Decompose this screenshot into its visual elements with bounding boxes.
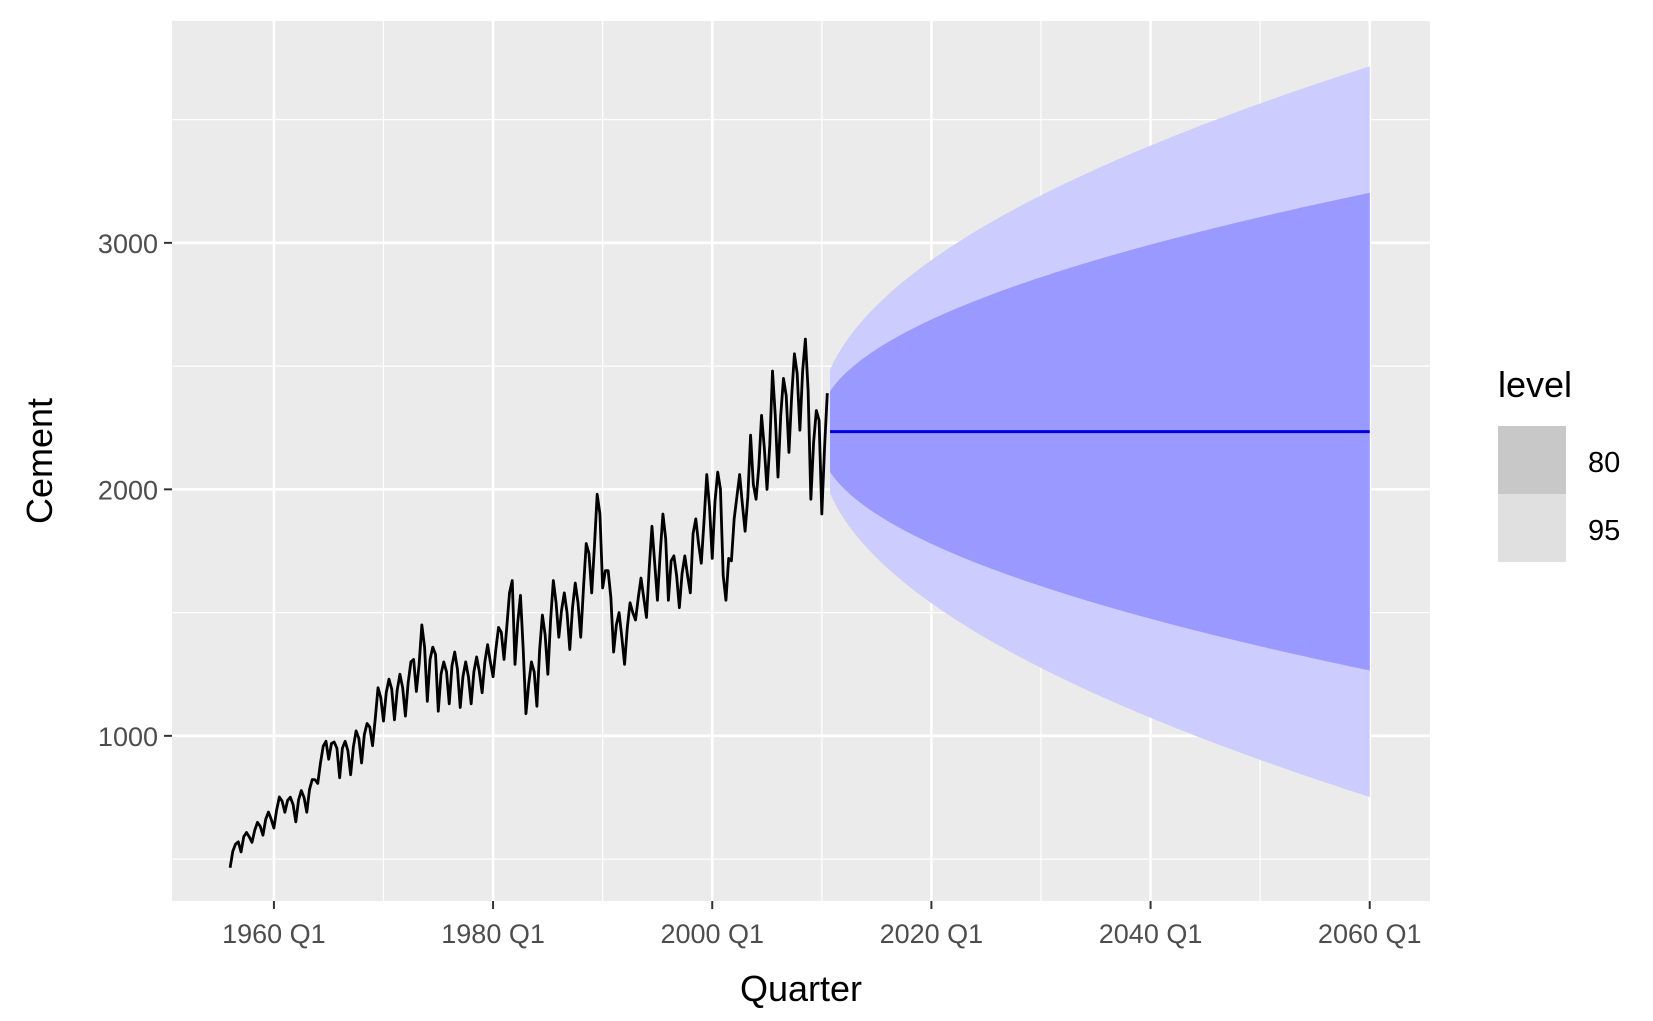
- legend-key-80: [1498, 426, 1566, 494]
- y-tick-label: 1000: [98, 722, 158, 752]
- x-tick-label: 2040 Q1: [1099, 919, 1203, 949]
- history-line: [228, 337, 829, 868]
- series-lines: [228, 337, 1370, 868]
- x-tick-label: 2000 Q1: [660, 919, 764, 949]
- x-tick-label: 2060 Q1: [1318, 919, 1422, 949]
- x-tick-label: 1960 Q1: [222, 919, 326, 949]
- x-axis-title: Quarter: [740, 968, 862, 1009]
- legend-title: level: [1498, 364, 1572, 405]
- y-tick-label: 2000: [98, 475, 158, 505]
- x-tick-label: 1980 Q1: [441, 919, 545, 949]
- legend-label-95: 95: [1588, 515, 1620, 547]
- legend-label-80: 80: [1588, 447, 1620, 479]
- y-axis-title: Cement: [19, 398, 60, 524]
- y-tick-label: 3000: [98, 229, 158, 259]
- legend: level 80 95: [1498, 364, 1620, 562]
- legend-key-95: [1498, 494, 1566, 562]
- axes: 1960 Q1 1980 Q1 2000 Q1 2020 Q1 2040 Q1 2060 …: [98, 229, 1422, 949]
- x-tick-label: 2020 Q1: [880, 919, 984, 949]
